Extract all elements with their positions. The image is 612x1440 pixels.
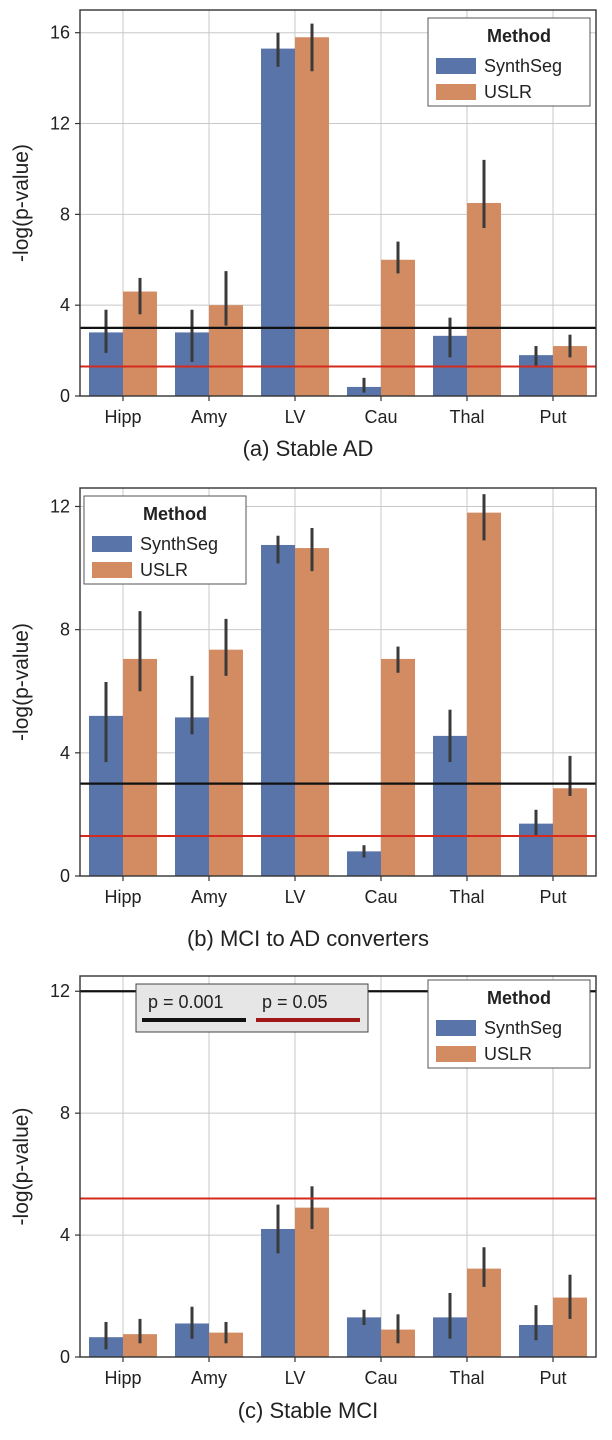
- x-tick-label: Amy: [191, 1368, 227, 1388]
- y-tick-label: 16: [50, 23, 70, 43]
- y-tick-label: 12: [50, 981, 70, 1001]
- x-tick-label: Amy: [191, 887, 227, 907]
- bar-uslr-put: [553, 788, 587, 876]
- legend-swatch-synthseg: [436, 1020, 476, 1036]
- legend-label-synthseg: SynthSeg: [484, 1018, 562, 1038]
- x-tick-label: Cau: [364, 407, 397, 427]
- bar-uslr-lv: [295, 37, 329, 396]
- chart-panel-3: 0 4 8 12 Hipp Amy LV Cau Thal Put -log(p-value) (c)…: [10, 975, 597, 1423]
- legend-title: Method: [143, 504, 207, 524]
- x-tick-label: Put: [539, 1368, 566, 1388]
- x-tick-label: Thal: [449, 407, 484, 427]
- x-tick-label: LV: [285, 1368, 306, 1388]
- axis-frame: [79, 975, 597, 1358]
- x-tick-label: LV: [285, 887, 306, 907]
- annotation-label-p001: p = 0.001: [148, 992, 224, 1012]
- x-tick-label: Hipp: [104, 1368, 141, 1388]
- bars: [89, 1186, 587, 1357]
- p-value-annotation: p = 0.001 p = 0.05: [135, 983, 369, 1033]
- x-tick-label: LV: [285, 407, 306, 427]
- legend-label-synthseg: SynthSeg: [140, 534, 218, 554]
- y-tick-label: 8: [60, 620, 70, 640]
- legend-title: Method: [487, 26, 551, 46]
- legend-label-uslr: USLR: [484, 1044, 532, 1064]
- y-axis-label: -log(p-value): [10, 1108, 33, 1226]
- y-tick-label: 0: [60, 1347, 70, 1367]
- annotation-box: [135, 983, 369, 1033]
- x-tick-label: Hipp: [104, 887, 141, 907]
- bar-uslr-lv: [295, 1207, 329, 1357]
- y-tick-label: 12: [50, 496, 70, 516]
- bar-uslr-cau: [381, 658, 415, 876]
- y-tick-label: 4: [60, 1225, 70, 1245]
- chart-panel-1: 0 4 8 12 16 Hipp Amy LV Cau Thal Put -log(p-value) (…: [10, 9, 597, 461]
- legend-label-uslr: USLR: [140, 560, 188, 580]
- y-tick-label: 4: [60, 743, 70, 763]
- bars: [89, 494, 587, 876]
- y-tick-label: 0: [60, 386, 70, 406]
- bar-uslr-hipp: [123, 658, 157, 876]
- bar-synthseg-lv: [261, 544, 295, 876]
- legend-swatch-uslr: [436, 1046, 476, 1062]
- chart-panel-2: 0 4 8 12 Hipp Amy LV Cau Thal Put -log(p-value) (b)…: [10, 487, 597, 951]
- x-tick-label: Put: [539, 887, 566, 907]
- axis-frame: [79, 487, 597, 877]
- legend-label-uslr: USLR: [484, 82, 532, 102]
- x-tick-label: Put: [539, 407, 566, 427]
- bar-synthseg-lv: [261, 48, 295, 396]
- legend-label-synthseg: SynthSeg: [484, 56, 562, 76]
- y-tick-label: 8: [60, 1103, 70, 1123]
- y-axis-label: -log(p-value): [10, 623, 33, 741]
- y-axis-label: -log(p-value): [10, 144, 33, 262]
- panel-caption: (a) Stable AD: [243, 436, 374, 461]
- legend: Method SynthSeg USLR: [427, 979, 591, 1069]
- bar-uslr-hipp: [123, 1334, 157, 1357]
- annotation-label-p05: p = 0.05: [262, 992, 328, 1012]
- x-tick-label: Thal: [449, 1368, 484, 1388]
- bar-synthseg-amy: [175, 717, 209, 876]
- bars: [89, 23, 587, 396]
- axis-frame: [79, 9, 597, 397]
- y-tick-label: 8: [60, 204, 70, 224]
- legend-swatch-synthseg: [92, 536, 132, 552]
- y-tick-label: 0: [60, 866, 70, 886]
- x-tick-label: Cau: [364, 1368, 397, 1388]
- legend: Method SynthSeg USLR: [427, 17, 591, 107]
- y-tick-label: 12: [50, 114, 70, 134]
- panel-caption: (c) Stable MCI: [238, 1398, 379, 1423]
- bar-uslr-amy: [209, 649, 243, 876]
- x-tick-label: Amy: [191, 407, 227, 427]
- x-tick-label: Cau: [364, 887, 397, 907]
- legend: Method SynthSeg USLR: [83, 495, 247, 585]
- panel-caption: (b) MCI to AD converters: [187, 926, 429, 951]
- bar-uslr-thal: [467, 203, 501, 396]
- x-tick-label: Thal: [449, 887, 484, 907]
- legend-swatch-uslr: [436, 84, 476, 100]
- legend-swatch-synthseg: [436, 58, 476, 74]
- legend-title: Method: [487, 988, 551, 1008]
- legend-swatch-uslr: [92, 562, 132, 578]
- x-tick-label: Hipp: [104, 407, 141, 427]
- bar-uslr-thal: [467, 512, 501, 876]
- y-tick-label: 4: [60, 295, 70, 315]
- bar-uslr-lv: [295, 548, 329, 876]
